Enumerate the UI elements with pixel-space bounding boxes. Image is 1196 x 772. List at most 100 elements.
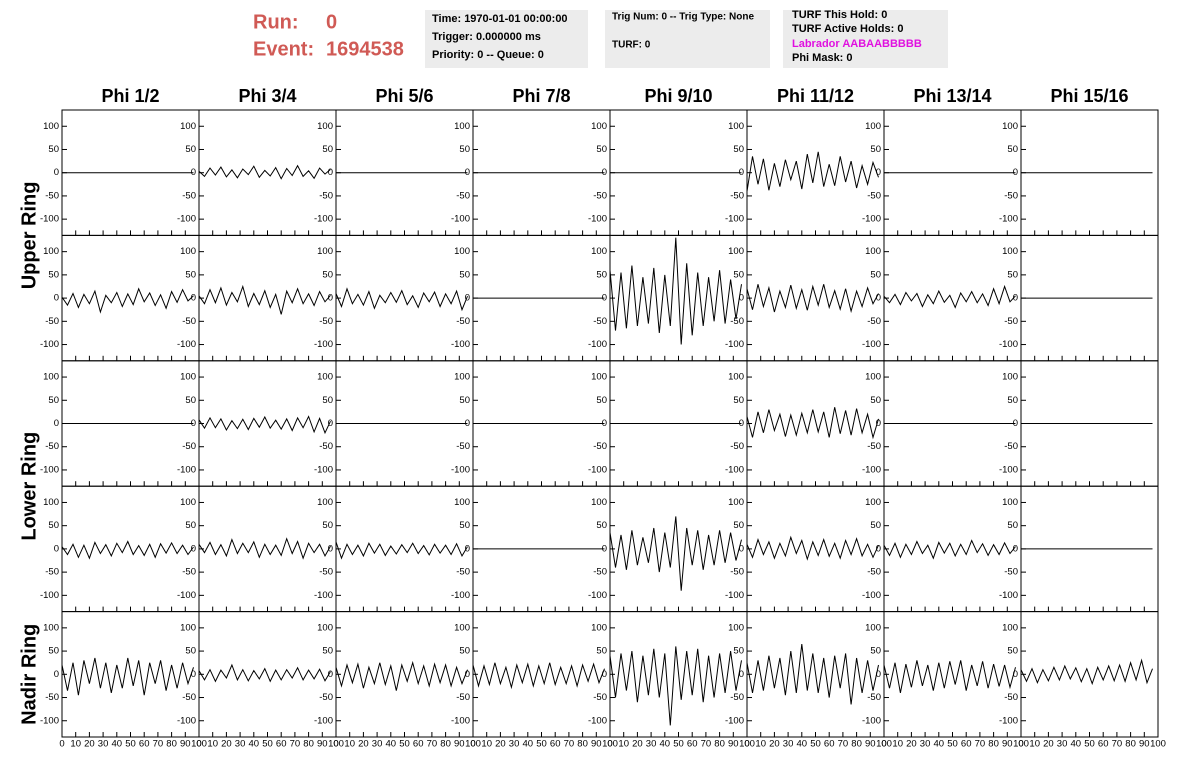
x-tick-label: 40 [934, 739, 945, 750]
y-tick-label: -50 [1004, 190, 1018, 201]
x-tick-label: 70 [975, 739, 986, 750]
waveform [609, 516, 742, 591]
y-tick-label: 0 [328, 418, 333, 429]
y-tick-label: -50 [730, 692, 744, 703]
y-tick-label: 0 [328, 543, 333, 554]
y-tick-label: 0 [1013, 293, 1018, 304]
x-tick-label: 30 [920, 739, 931, 750]
y-tick-label: 100 [454, 121, 470, 132]
y-tick-label: 0 [191, 669, 196, 680]
y-tick-label: 100 [728, 497, 744, 508]
y-tick-label: -50 [319, 441, 333, 452]
ring-label: Upper Ring [18, 182, 40, 290]
y-tick-label: -50 [456, 316, 470, 327]
x-tick-label: 10 [70, 739, 81, 750]
y-tick-label: -50 [45, 316, 59, 327]
y-tick-label: 50 [596, 269, 607, 280]
y-tick-label: -100 [862, 339, 881, 350]
turf-hold: TURF This Hold: 0 [792, 9, 887, 21]
priority: Priority: 0 -- Queue: 0 [432, 49, 544, 61]
y-tick-label: 0 [328, 669, 333, 680]
y-tick-label: 0 [465, 543, 470, 554]
y-tick-label: 100 [728, 372, 744, 383]
x-tick-label: 80 [303, 739, 314, 750]
y-tick-label: 0 [328, 167, 333, 178]
y-tick-label: 50 [48, 395, 59, 406]
y-tick-label: -100 [40, 214, 59, 225]
y-tick-label: 100 [1002, 622, 1018, 633]
y-tick-label: -100 [725, 339, 744, 350]
y-tick-label: 100 [454, 622, 470, 633]
x-tick-label: 30 [235, 739, 246, 750]
x-tick-label: 50 [947, 739, 958, 750]
y-tick-label: -100 [588, 715, 607, 726]
x-tick-label: 10 [892, 739, 903, 750]
waveform [883, 539, 1016, 560]
y-tick-label: -100 [725, 715, 744, 726]
x-tick-label: 90 [865, 739, 876, 750]
y-tick-label: 0 [739, 543, 744, 554]
waveform [61, 287, 194, 314]
y-tick-label: -100 [314, 214, 333, 225]
y-tick-label: 100 [591, 622, 607, 633]
y-tick-label: -100 [177, 715, 196, 726]
x-tick-label: 100 [1150, 739, 1166, 750]
x-tick-label: 50 [536, 739, 547, 750]
y-tick-label: 0 [876, 418, 881, 429]
y-tick-label: 0 [191, 543, 196, 554]
y-tick-label: 100 [865, 497, 881, 508]
y-tick-label: 100 [865, 372, 881, 383]
y-tick-label: -100 [862, 214, 881, 225]
waveform [335, 287, 468, 312]
y-tick-label: 50 [733, 395, 744, 406]
x-tick-label: 40 [1071, 739, 1082, 750]
run-value: 0 [326, 11, 337, 33]
y-tick-label: 0 [739, 418, 744, 429]
phi-mask: Phi Mask: 0 [792, 52, 853, 64]
y-tick-label: 50 [1007, 520, 1018, 531]
y-tick-label: -100 [177, 464, 196, 475]
x-tick-label: 80 [988, 739, 999, 750]
y-tick-label: 0 [876, 293, 881, 304]
y-tick-label: 0 [739, 669, 744, 680]
waveform [1020, 658, 1153, 686]
y-tick-label: 100 [317, 497, 333, 508]
y-tick-label: 50 [733, 144, 744, 155]
y-tick-label: -100 [725, 214, 744, 225]
y-tick-label: -50 [593, 567, 607, 578]
x-tick-label: 0 [333, 739, 338, 750]
y-tick-label: -100 [588, 214, 607, 225]
y-tick-label: -50 [319, 190, 333, 201]
time: Time: 1970-01-01 00:00:00 [432, 13, 568, 25]
y-tick-label: -100 [588, 339, 607, 350]
waveform [883, 660, 1016, 693]
waveform [198, 537, 331, 560]
x-tick-label: 40 [797, 739, 808, 750]
waveform [609, 646, 742, 726]
event-value: 1694538 [326, 38, 404, 60]
y-tick-label: -50 [45, 190, 59, 201]
y-tick-label: 100 [728, 622, 744, 633]
y-tick-label: 50 [733, 646, 744, 657]
x-tick-label: 10 [755, 739, 766, 750]
x-tick-label: 10 [618, 739, 629, 750]
info-box [783, 10, 948, 68]
y-tick-label: 0 [328, 293, 333, 304]
x-tick-label: 20 [84, 739, 95, 750]
y-tick-label: -100 [40, 339, 59, 350]
y-tick-label: 50 [459, 520, 470, 531]
y-tick-label: 50 [733, 269, 744, 280]
y-tick-label: -50 [1004, 567, 1018, 578]
y-tick-label: 50 [48, 646, 59, 657]
x-tick-label: 70 [564, 739, 575, 750]
x-tick-label: 70 [838, 739, 849, 750]
x-tick-label: 20 [906, 739, 917, 750]
x-tick-label: 100 [739, 739, 755, 750]
info-box [605, 10, 770, 68]
y-tick-label: 0 [739, 167, 744, 178]
y-tick-label: 50 [596, 144, 607, 155]
y-tick-label: -50 [319, 692, 333, 703]
x-tick-label: 50 [125, 739, 136, 750]
y-tick-label: 100 [317, 121, 333, 132]
